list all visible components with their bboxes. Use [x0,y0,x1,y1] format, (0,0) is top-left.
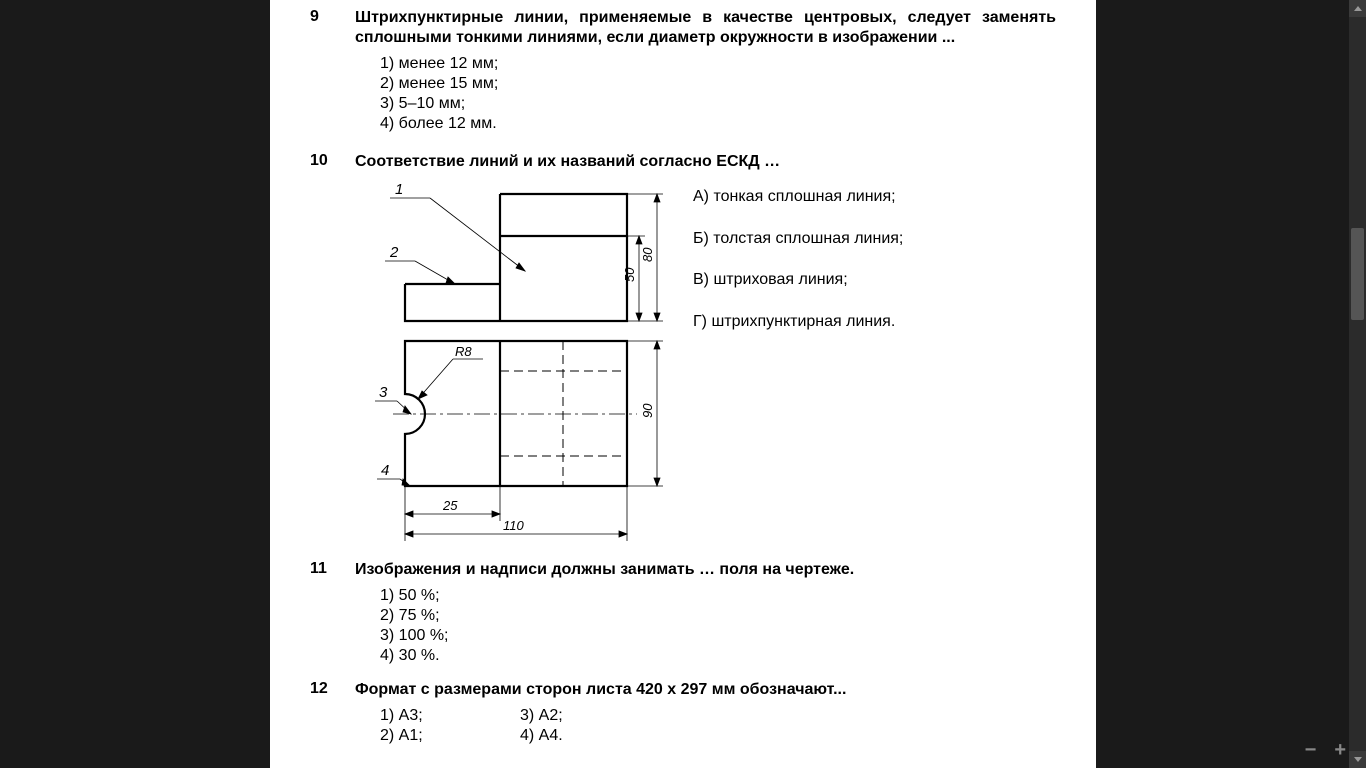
answer-option: 2) менее 15 мм; [380,74,1056,94]
dim-25: 25 [442,498,458,513]
dim-90: 90 [640,403,655,418]
answer-option: 4) более 12 мм. [380,114,1056,134]
answer-option: 2) 75 %; [380,606,1056,626]
scroll-down-button[interactable] [1349,751,1366,768]
question-number: 10 [310,152,355,172]
question-12: 12 Формат с размерами сторон листа 420 х… [310,680,1056,700]
document-page: 9 Штрихпунктирные линии, применяемые в к… [270,0,1096,768]
chevron-down-icon [1354,757,1362,762]
question-text: Соответствие линий и их названий согласн… [355,152,1056,172]
question-12-answers: 1) А3; 2) А1; 3) А2; 4) А4. [380,706,1056,746]
technical-drawing: 80 50 1 2 [355,176,675,556]
viewer-left-margin [0,0,270,768]
question-9: 9 Штрихпунктирные линии, применяемые в к… [310,8,1056,48]
answer-option: 4) 30 %. [380,646,1056,666]
dim-50: 50 [622,267,637,282]
dim-r8: R8 [455,344,472,359]
dim-80: 80 [640,247,655,262]
viewer-right-margin: − + [1096,0,1366,768]
question-number: 9 [310,8,355,48]
answer-option: 1) менее 12 мм; [380,54,1056,74]
legend-item: В) штриховая линия; [693,259,903,301]
dim-110: 110 [503,518,524,533]
answer-option: 3) А2; [520,706,660,726]
question-text: Формат с размерами сторон листа 420 х 29… [355,680,1056,700]
question-text: Штрихпунктирные линии, применяемые в кач… [355,8,1056,48]
question-9-answers: 1) менее 12 мм; 2) менее 15 мм; 3) 5–10 … [380,54,1056,134]
legend-item: А) тонкая сплошная линия; [693,176,903,218]
leader-1: 1 [395,181,403,198]
scroll-up-button[interactable] [1349,0,1366,17]
leader-2: 2 [389,244,399,261]
zoom-controls: − + [1305,739,1346,762]
question-11: 11 Изображения и надписи должны занимать… [310,560,1056,580]
question-10-body: 80 50 1 2 [355,176,1056,556]
question-10-legend: А) тонкая сплошная линия; Б) толстая спл… [693,176,903,556]
leader-3: 3 [379,384,388,401]
leader-4: 4 [381,462,389,479]
zoom-in-button[interactable]: + [1334,739,1346,762]
answer-option: 3) 5–10 мм; [380,94,1056,114]
question-10: 10 Соответствие линий и их названий согл… [310,152,1056,172]
answer-option: 1) А3; [380,706,520,726]
question-number: 11 [310,560,355,580]
legend-item: Г) штрихпунктирная линия. [693,301,903,343]
answer-option: 4) А4. [520,726,660,746]
legend-item: Б) толстая сплошная линия; [693,218,903,260]
answer-option: 2) А1; [380,726,520,746]
scrollbar-thumb[interactable] [1351,228,1364,320]
vertical-scrollbar[interactable] [1349,0,1366,768]
question-number: 12 [310,680,355,700]
chevron-up-icon [1354,6,1362,11]
answer-option: 3) 100 %; [380,626,1056,646]
answer-option: 1) 50 %; [380,586,1056,606]
zoom-out-button[interactable]: − [1305,739,1317,762]
question-11-answers: 1) 50 %; 2) 75 %; 3) 100 %; 4) 30 %. [380,586,1056,666]
question-text: Изображения и надписи должны занимать … … [355,560,1056,580]
